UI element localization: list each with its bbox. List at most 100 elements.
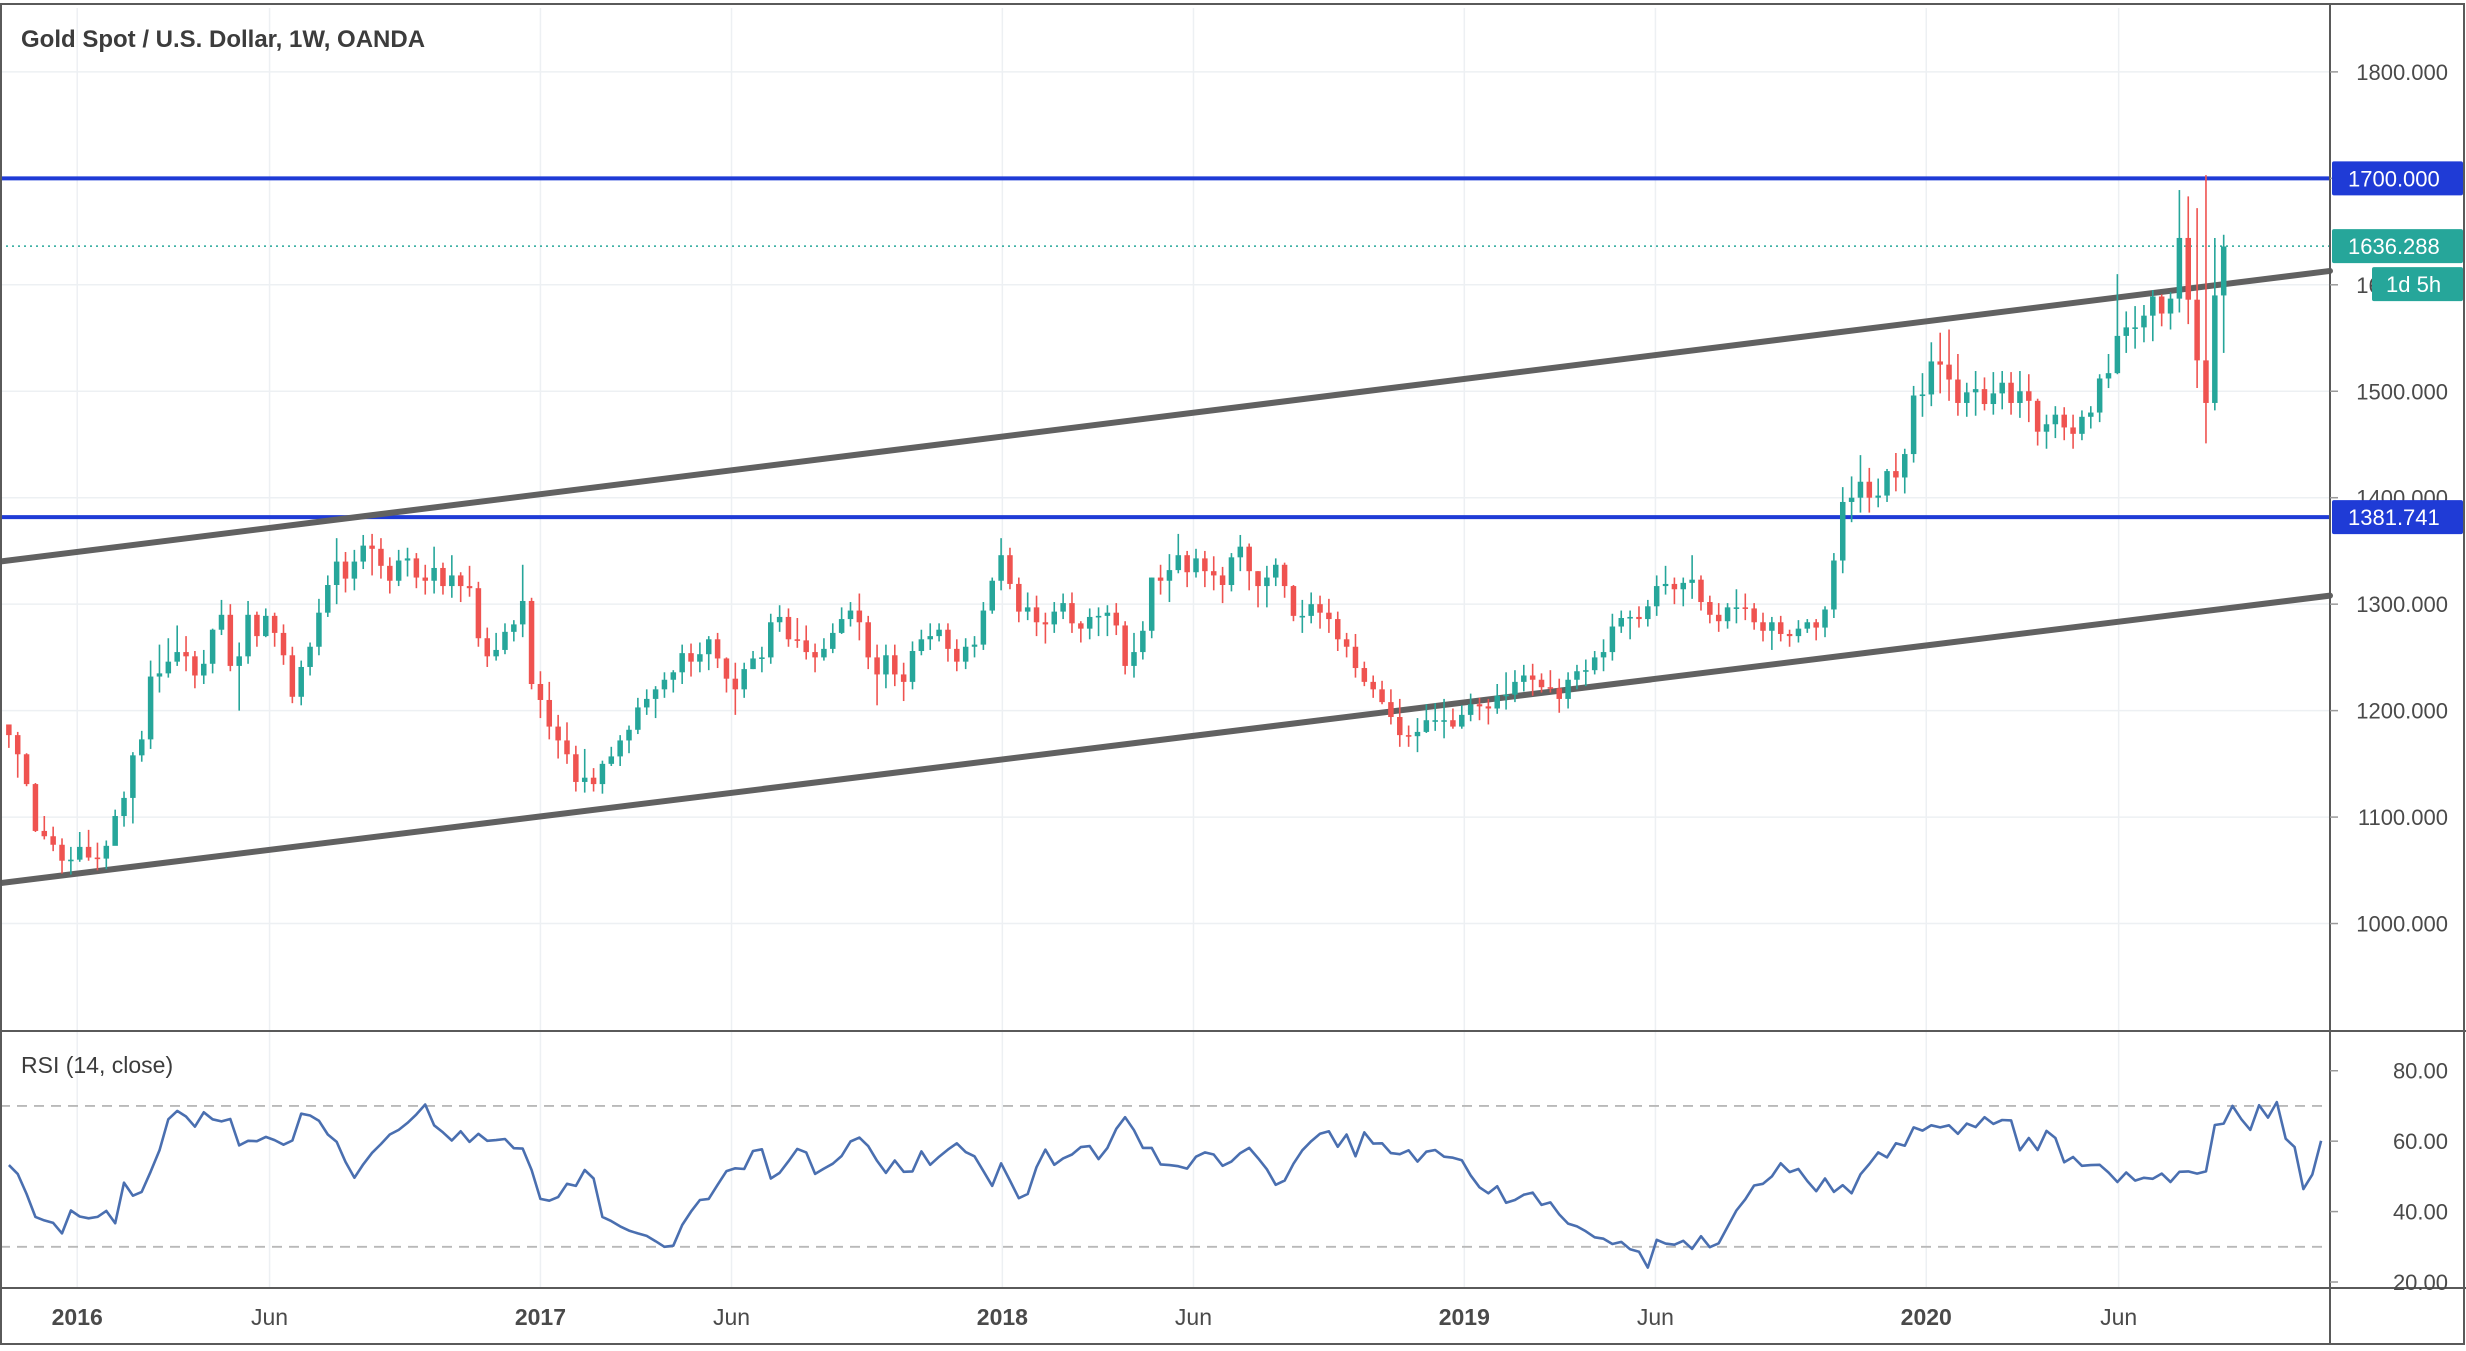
- candle-body: [1388, 702, 1394, 718]
- candle-body: [1928, 361, 1935, 395]
- candle-body: [271, 615, 278, 633]
- candle-body: [608, 756, 615, 764]
- candle-body: [1060, 603, 1066, 612]
- candle-body: [573, 754, 579, 782]
- candle-body: [1432, 720, 1438, 722]
- resistance-tag-text: 1700.000: [2348, 166, 2440, 191]
- candle-body: [759, 657, 765, 659]
- candle-body: [980, 610, 987, 645]
- candle-body: [1839, 501, 1846, 561]
- candle-body: [457, 575, 464, 587]
- candle-body: [1219, 575, 1226, 586]
- candle-body: [192, 656, 198, 676]
- candle-body: [1707, 602, 1713, 615]
- candle-body: [2061, 414, 2067, 428]
- price-tick-label: 1100.000: [2358, 805, 2448, 830]
- candle-body: [449, 575, 455, 587]
- candle-body: [635, 707, 641, 730]
- time-tick-label: 2019: [1439, 1304, 1490, 1330]
- candle-body: [263, 615, 269, 637]
- candle-body: [1919, 394, 1926, 397]
- candle-body: [2096, 378, 2103, 413]
- candle-body: [1175, 555, 1182, 571]
- candle-body: [874, 657, 880, 675]
- candle-body: [892, 655, 898, 675]
- candle-body: [1095, 615, 1102, 618]
- candle-body: [1715, 614, 1722, 622]
- candle-body: [2132, 327, 2138, 329]
- candle-body: [989, 580, 995, 611]
- candle-body: [1529, 675, 1536, 680]
- candle-body: [1104, 612, 1111, 616]
- candle-body: [1875, 495, 1881, 498]
- candle-body: [6, 724, 12, 736]
- candle-body: [1521, 675, 1527, 682]
- candle-body: [2176, 237, 2183, 299]
- candle-body: [1662, 583, 1669, 587]
- candle-body: [776, 616, 783, 623]
- candle-body: [1786, 633, 1793, 637]
- candle-body: [2203, 360, 2209, 403]
- candle-body: [564, 740, 570, 755]
- candle-body: [1069, 603, 1075, 624]
- time-tick-label: 2016: [52, 1304, 103, 1330]
- candle-body: [643, 698, 650, 708]
- rsi-axis: 20.00 40.00 60.00 80.00: [2330, 1059, 2448, 1295]
- candle-body: [1724, 607, 1731, 622]
- candle-body: [581, 777, 588, 782]
- candle-body: [1689, 579, 1695, 583]
- candle-body: [387, 565, 393, 581]
- candle-body: [1193, 558, 1199, 573]
- rsi-line: [7, 1100, 2323, 1269]
- candle-body: [803, 640, 809, 653]
- candle-body: [1645, 606, 1651, 620]
- candle-body: [156, 673, 163, 677]
- trend-channel: [0, 267, 2333, 887]
- candle-body: [714, 639, 721, 659]
- candle-body: [1583, 670, 1589, 672]
- candle-body: [1538, 679, 1545, 688]
- candle-body: [2158, 296, 2165, 314]
- candle-body: [2141, 315, 2147, 328]
- price-tick-label: 1500.000: [2356, 379, 2448, 404]
- candle-body: [785, 616, 792, 640]
- candle-body: [821, 648, 827, 658]
- candle-body: [165, 661, 172, 674]
- candle-body: [1981, 389, 1988, 405]
- candle-body: [2043, 424, 2050, 432]
- candle-body: [1361, 668, 1368, 682]
- candlestick-series: [6, 175, 2227, 875]
- candle-body: [112, 816, 118, 846]
- candle-body: [2123, 327, 2129, 336]
- candle-body: [307, 646, 313, 667]
- candle-body: [94, 857, 101, 860]
- candle-body: [1795, 628, 1802, 637]
- candle-body: [1467, 704, 1474, 715]
- candle-body: [705, 639, 712, 655]
- candle-body: [670, 672, 677, 680]
- candle-body: [2185, 237, 2191, 300]
- candle-body: [2220, 246, 2227, 296]
- candle-body: [1893, 471, 1899, 478]
- candle-body: [768, 622, 774, 658]
- price-tags: 1700.000 1636.288 1381.741 1d 5h: [2332, 161, 2463, 535]
- candle-body: [1441, 720, 1447, 722]
- candle-body: [14, 735, 21, 755]
- candle-body: [2017, 391, 2023, 403]
- candle-body: [378, 548, 384, 566]
- candle-body: [1742, 607, 1749, 609]
- candle-body: [316, 612, 322, 647]
- rsi-tick-label: 80.00: [2393, 1059, 2448, 1084]
- candle-body: [1166, 570, 1173, 581]
- candle-body: [511, 624, 517, 632]
- candle-body: [1769, 622, 1775, 631]
- candle-body: [927, 636, 933, 640]
- candle-body: [139, 739, 145, 756]
- candle-body: [1485, 706, 1492, 709]
- candle-body: [661, 679, 668, 690]
- candle-body: [1086, 616, 1093, 629]
- candle-body: [41, 830, 48, 837]
- candle-body: [909, 651, 916, 682]
- candle-body: [1246, 546, 1252, 572]
